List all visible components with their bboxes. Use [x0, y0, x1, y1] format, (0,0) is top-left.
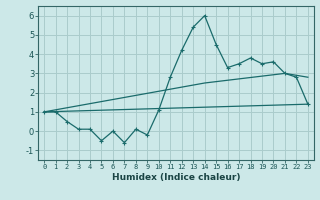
X-axis label: Humidex (Indice chaleur): Humidex (Indice chaleur) — [112, 173, 240, 182]
